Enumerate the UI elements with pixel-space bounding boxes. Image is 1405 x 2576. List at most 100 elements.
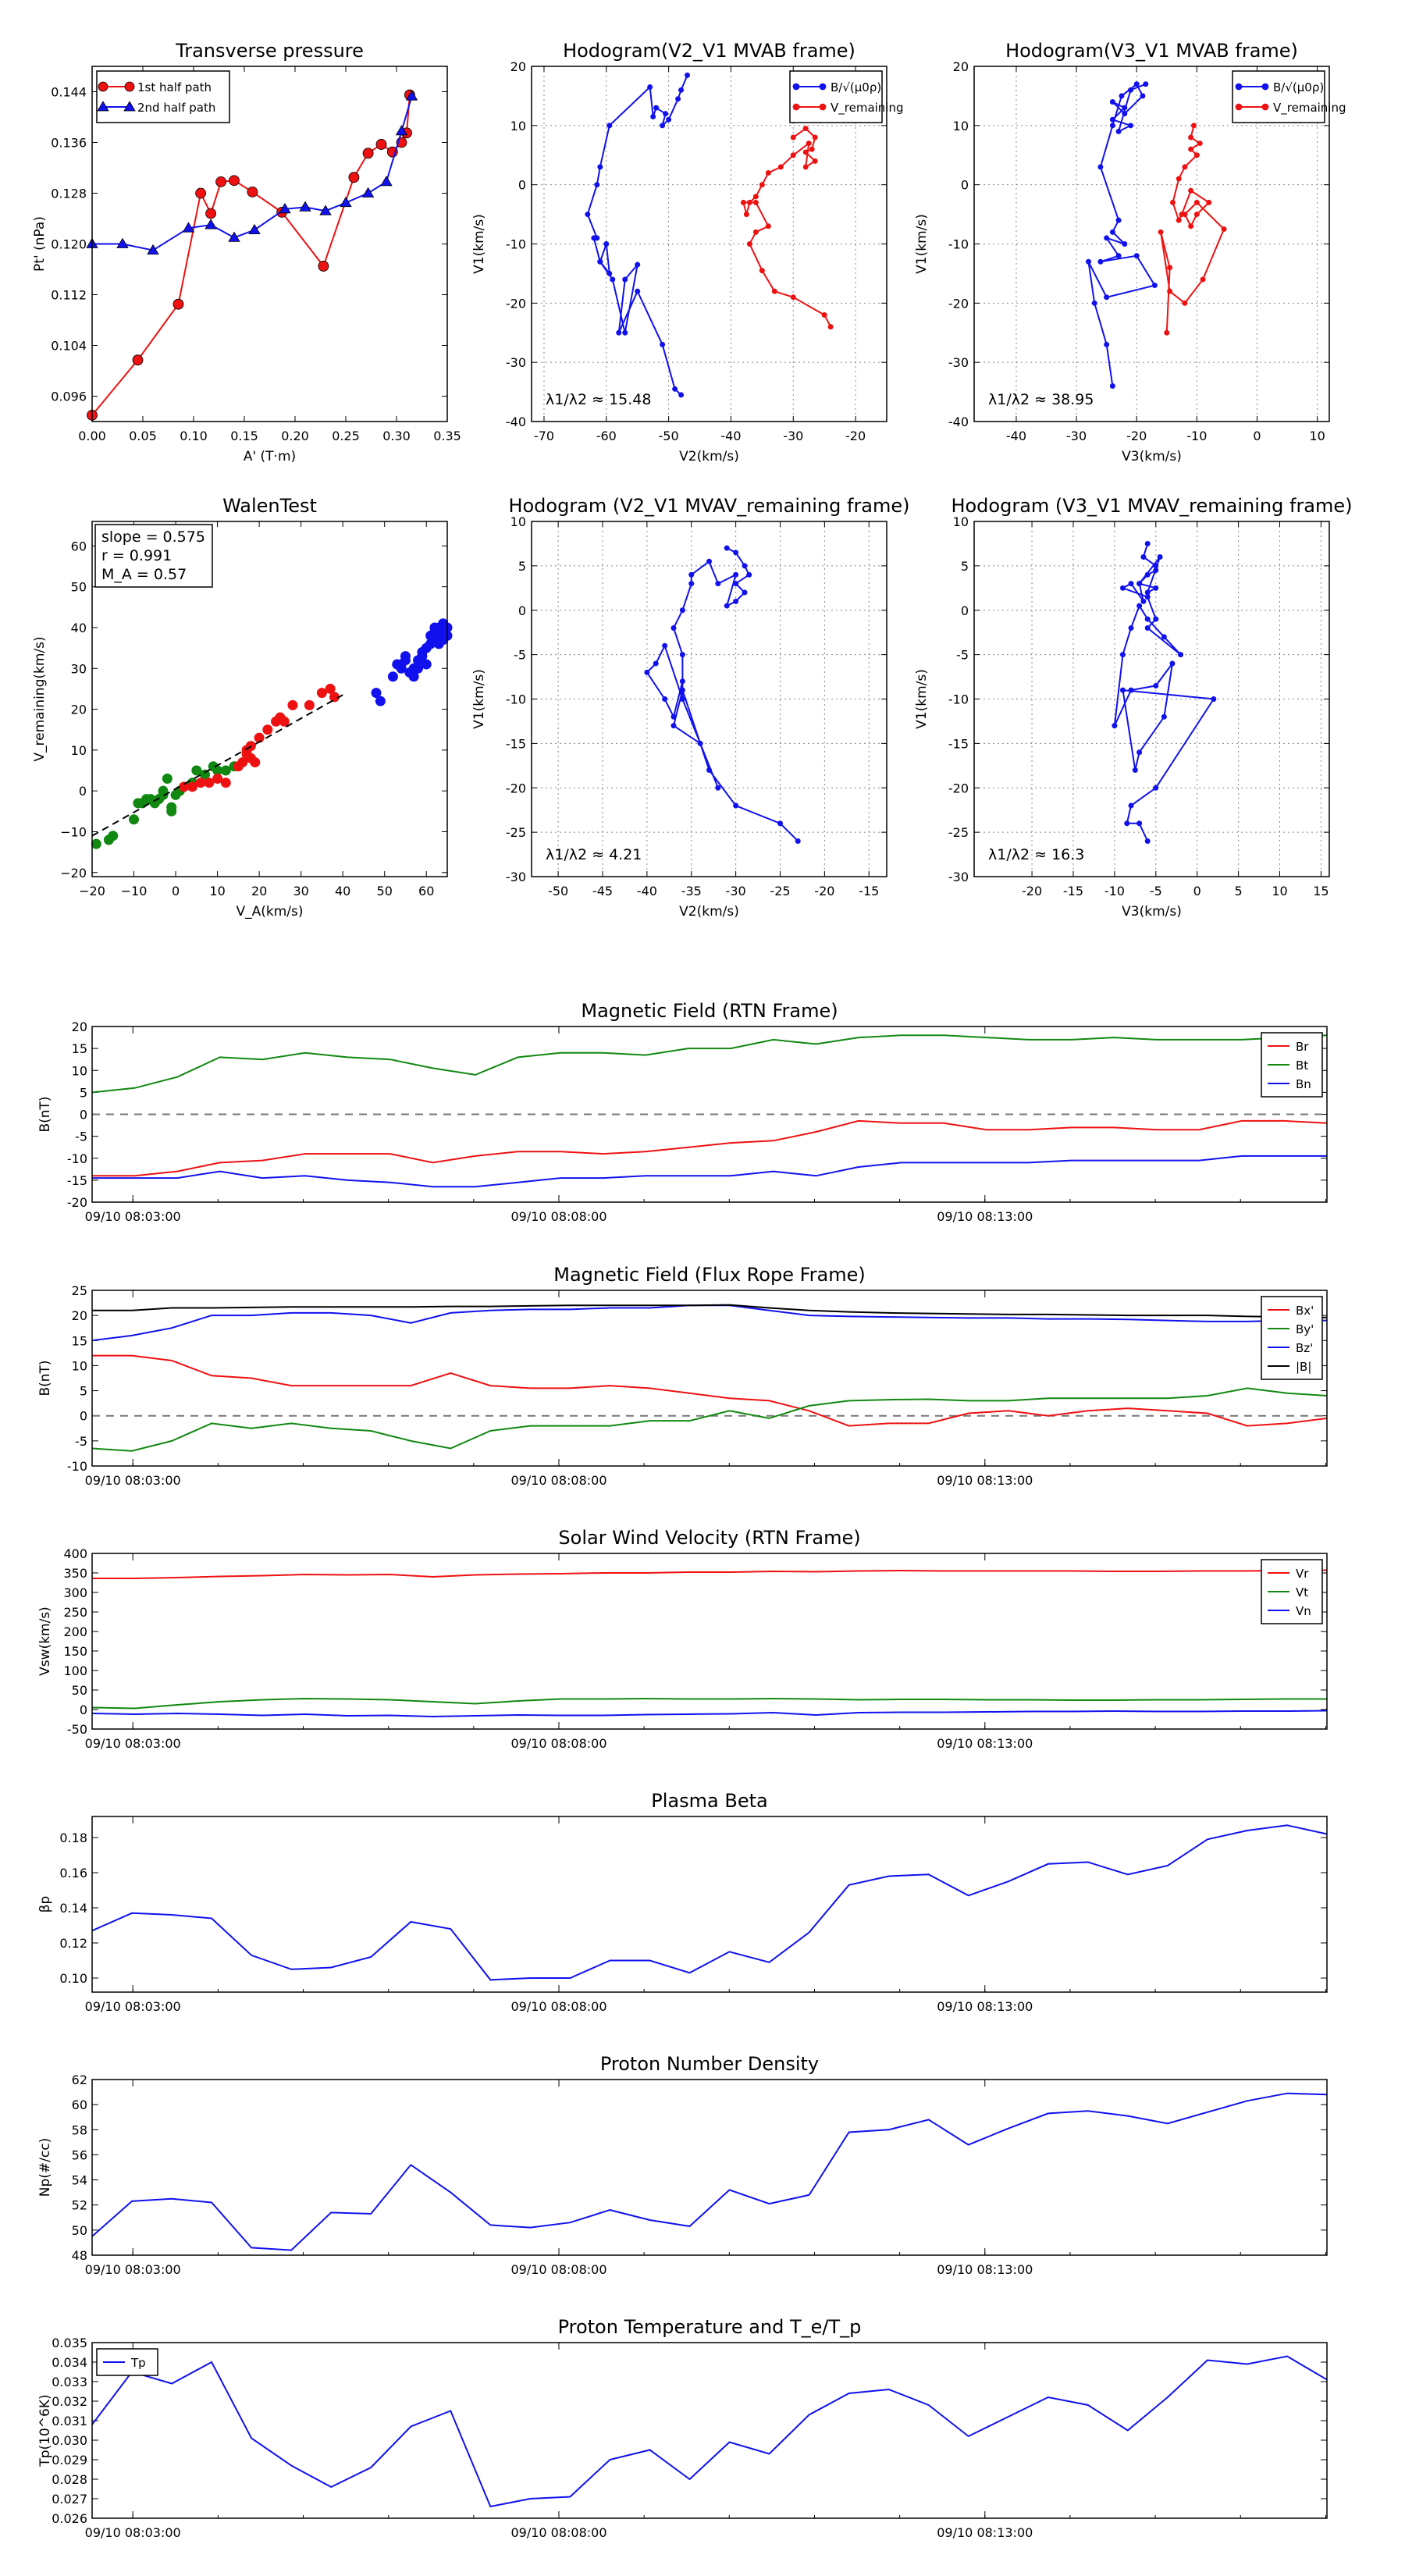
data-point [653, 105, 660, 111]
y-tick-label: 100 [63, 1663, 87, 1678]
x-tick-label: -10 [1186, 429, 1207, 443]
y-tick-label: 0.128 [51, 187, 87, 201]
data-point [1206, 199, 1212, 205]
legend-swatch-marker [124, 81, 135, 92]
data-point [743, 212, 749, 218]
data-point [318, 261, 329, 272]
x-tick-label: -20 [1022, 884, 1042, 898]
y-tick-label: -25 [506, 825, 526, 840]
plot-frame [91, 1816, 1328, 1993]
data-point [670, 625, 677, 631]
y-axis-label: V1(km/s) [914, 669, 930, 729]
legend: Tp [96, 2348, 158, 2376]
y-tick-label: 62 [72, 2073, 87, 2087]
data-point [1153, 568, 1159, 574]
data-point [733, 571, 739, 578]
y-tick-label: 58 [72, 2122, 87, 2137]
data-point [147, 244, 159, 255]
x-tick-label: 60 [418, 884, 434, 898]
data-point [653, 660, 659, 667]
y-tick-label: 0.18 [59, 1831, 87, 1845]
data-point [1158, 229, 1164, 235]
data-point [250, 757, 261, 768]
chart-title: Hodogram(V2_V1 MVAB frame) [563, 40, 855, 62]
data-point [237, 757, 248, 768]
series-line-Bz [91, 1304, 1327, 1342]
data-point [724, 545, 730, 551]
data-point [1109, 99, 1115, 105]
data-point [1091, 300, 1097, 306]
data-point [733, 598, 739, 604]
data-point [1153, 585, 1159, 591]
data-point [319, 205, 332, 215]
x-tick-label: 20 [251, 884, 267, 898]
data-point [585, 212, 591, 218]
x-tick-label: 10 [1309, 429, 1325, 443]
data-point [108, 831, 119, 841]
data-point [1140, 598, 1147, 604]
data-point [635, 288, 641, 294]
data-point [1119, 93, 1125, 99]
y-tick-label: 200 [63, 1624, 87, 1639]
y-tick-label: -40 [506, 415, 526, 429]
data-point [205, 219, 217, 229]
x-tick-label: -5 [1150, 884, 1162, 898]
data-point [678, 87, 685, 93]
y-tick-label: 52 [72, 2198, 87, 2213]
series-line [91, 94, 411, 416]
data-point [746, 199, 752, 205]
data-point [191, 765, 202, 776]
y-tick-label: -30 [948, 355, 969, 370]
data-point [1128, 802, 1134, 809]
x-tick-label: 09/10 08:08:00 [510, 2262, 606, 2277]
data-point [812, 158, 818, 164]
data-point [1086, 258, 1092, 265]
y-tick-label: −10 [60, 824, 87, 839]
data-point [1109, 123, 1115, 129]
series-line-Bn [92, 1155, 1327, 1188]
series-line [646, 547, 799, 842]
data-point [706, 767, 712, 773]
y-tick-label: 20 [71, 703, 87, 717]
y-tick-label: -30 [506, 355, 526, 370]
legend-label: Bt [1296, 1059, 1308, 1073]
data-point [610, 276, 616, 283]
data-point [706, 558, 712, 564]
chart-h1: -70 -60 -50 -40 -30 -20 -40 -30 -20 -10 0 10 20 Hodog… [471, 40, 904, 464]
data-point [733, 802, 739, 809]
data-point [666, 116, 672, 123]
y-tick-label: 0 [961, 178, 969, 193]
x-tick-label: 09/10 08:03:00 [85, 1999, 181, 2014]
data-point [182, 222, 195, 233]
data-point [679, 687, 685, 693]
series-line [1160, 125, 1225, 333]
data-point [1161, 634, 1167, 640]
data-point [262, 724, 273, 735]
legend-label: |B| [1296, 1360, 1311, 1374]
data-point [606, 123, 613, 129]
data-point [733, 550, 739, 556]
series-line-Vn [91, 1710, 1328, 1718]
chart-pt: 0.00 0.05 0.10 0.15 0.20 0.25 0.30 0.35 0.096 0.1… [32, 40, 461, 464]
data-point [1188, 146, 1194, 152]
series-line [1087, 83, 1156, 386]
data-point [1182, 300, 1188, 306]
data-point [724, 603, 730, 609]
series-line-Bx [92, 1354, 1328, 1427]
data-point [1144, 594, 1151, 600]
y-tick-label: 20 [953, 59, 969, 74]
data-point [1193, 199, 1200, 205]
data-point [1104, 341, 1110, 347]
data-point [1144, 589, 1151, 596]
data-point [158, 789, 169, 800]
data-point [129, 814, 140, 825]
data-point [733, 581, 739, 587]
data-point [304, 699, 315, 710]
y-axis-label: V1(km/s) [471, 669, 487, 729]
plot-frame [91, 2342, 1328, 2519]
plot-frame [91, 1553, 1328, 1730]
data-point [1124, 820, 1130, 827]
data-point [1133, 81, 1140, 87]
x-tick-label: 40 [335, 884, 350, 898]
legend-swatch-marker [792, 103, 800, 111]
